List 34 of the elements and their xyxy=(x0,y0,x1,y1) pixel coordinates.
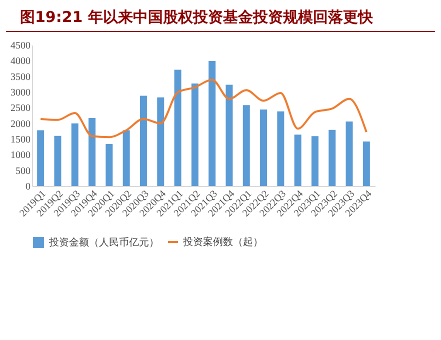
bar xyxy=(106,144,113,186)
y-tick-label: 1500 xyxy=(10,134,30,146)
y-tick-label: 2000 xyxy=(10,118,30,130)
y-tick-label: 3500 xyxy=(10,72,30,83)
y-tick-label: 500 xyxy=(16,166,30,177)
y-tick-label: 4500 xyxy=(10,40,30,52)
bar xyxy=(88,118,96,186)
chart-title: 图19:21 年以来中国股权投资基金投资规模回落更快 xyxy=(6,0,435,32)
bar xyxy=(191,84,198,186)
bar xyxy=(311,136,318,186)
bar xyxy=(346,121,353,186)
y-tick-label: 0 xyxy=(26,182,30,192)
y-tick-label: 4000 xyxy=(10,56,30,68)
bar xyxy=(140,96,147,186)
bar xyxy=(122,130,130,186)
y-tick-label: 1000 xyxy=(10,150,30,162)
bar xyxy=(328,130,336,186)
bar xyxy=(174,70,182,186)
bar xyxy=(362,142,370,186)
y-tick-label: 3000 xyxy=(10,88,30,98)
bar xyxy=(277,111,284,186)
line-series xyxy=(40,78,368,138)
bar xyxy=(208,60,216,186)
bar xyxy=(226,84,233,186)
y-tick-label: 2500 xyxy=(10,103,30,114)
legend-label: 投资案例数（起） xyxy=(182,236,263,248)
bar xyxy=(242,105,250,186)
bar xyxy=(71,123,78,186)
bar xyxy=(260,110,268,186)
bar xyxy=(157,97,164,186)
legend-label: 投资金额（人民币亿元） xyxy=(48,236,159,248)
bar xyxy=(294,134,302,186)
bar xyxy=(37,130,44,186)
bar xyxy=(54,136,62,186)
